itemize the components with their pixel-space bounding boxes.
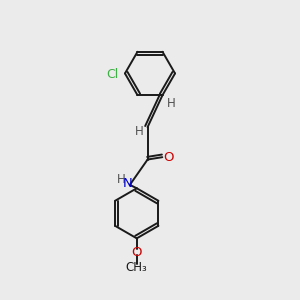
Text: H: H — [167, 97, 175, 110]
Text: N: N — [123, 178, 132, 190]
Text: CH₃: CH₃ — [126, 261, 148, 274]
Text: H: H — [135, 125, 144, 138]
Text: O: O — [163, 151, 173, 164]
Text: H: H — [117, 173, 125, 186]
Text: O: O — [131, 246, 142, 259]
Text: Cl: Cl — [106, 68, 119, 81]
